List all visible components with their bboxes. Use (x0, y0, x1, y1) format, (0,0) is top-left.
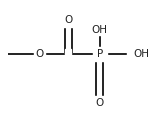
Text: O: O (96, 98, 104, 108)
Polygon shape (89, 21, 110, 35)
Text: P: P (97, 49, 103, 59)
Text: –: – (1, 49, 6, 59)
Polygon shape (94, 96, 105, 107)
Text: O: O (64, 15, 72, 25)
Polygon shape (65, 49, 71, 60)
Text: OH: OH (133, 49, 149, 59)
Text: OH: OH (92, 25, 108, 35)
Polygon shape (127, 47, 147, 61)
Polygon shape (93, 47, 107, 61)
Polygon shape (34, 47, 45, 62)
Polygon shape (63, 15, 74, 27)
Text: O: O (35, 49, 44, 59)
